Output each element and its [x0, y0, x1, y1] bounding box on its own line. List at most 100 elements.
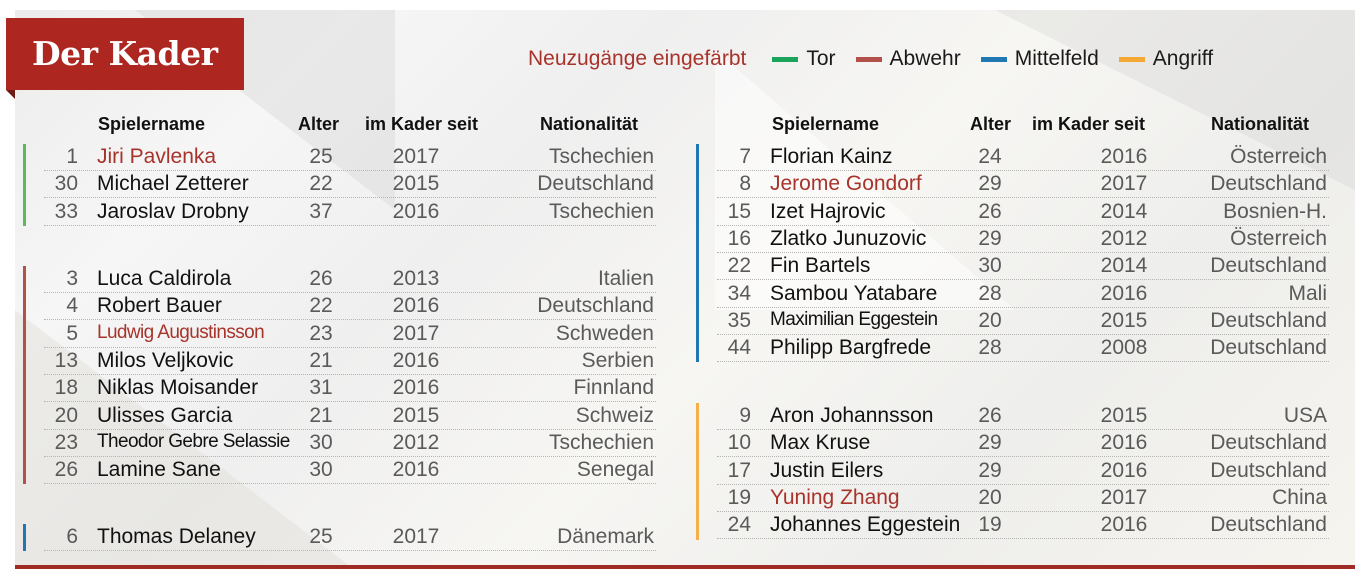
player-row: 3 Luca Caldirola 26 2013 Italien [44, 266, 656, 293]
player-name: Max Kruse [770, 431, 871, 455]
player-since: 2013 [392, 267, 440, 290]
player-name: Milos Veljkovic [97, 348, 234, 372]
player-since: 2016 [392, 348, 440, 372]
player-nationality: Serbien [581, 348, 654, 372]
player-name: Luca Caldirola [97, 267, 232, 290]
player-row: 22 Fin Bartels 30 2014 Deutschland [717, 253, 1329, 281]
player-row: 30 Michael Zetterer 22 2015 Deutschland [44, 171, 656, 199]
player-name: Johannes Eggestein [770, 513, 961, 537]
player-name: Zlatko Junuzovic [770, 226, 927, 250]
header-age-right: Alter [970, 114, 1012, 134]
player-number: 17 [727, 458, 751, 482]
player-since: 2014 [1100, 199, 1148, 223]
player-name: Justin Eilers [770, 458, 884, 482]
player-row: 20 Ulisses Garcia 21 2015 Schweiz [44, 403, 656, 430]
player-row: 16 Zlatko Junuzovic 29 2012 Österreich [717, 226, 1329, 253]
player-since: 2016 [392, 376, 440, 400]
player-nationality: Deutschland [1210, 254, 1327, 278]
header-since-right: im Kader seit [1032, 114, 1146, 134]
player-nationality: Bosnien-H. [1223, 199, 1327, 223]
player-since: 2016 [392, 458, 440, 482]
player-nationality: Tschechien [548, 145, 654, 168]
legend-label: Angriff [1152, 47, 1214, 70]
legend-note: Neuzugänge eingefärbt [528, 47, 747, 70]
player-name: Robert Bauer [97, 294, 222, 318]
player-since: 2015 [392, 172, 440, 196]
player-age: 19 [978, 513, 1002, 537]
player-age: 25 [309, 145, 333, 168]
player-since: 2016 [392, 294, 440, 318]
player-nationality: Österreich [1230, 226, 1327, 250]
legend-item-angriff: Angriff [1118, 47, 1214, 71]
player-nationality: China [1272, 485, 1327, 509]
player-name: Lamine Sane [97, 458, 221, 482]
player-since: 2017 [1100, 172, 1148, 196]
player-row: 35 Maximilian Eggestein 20 2015 Deutschland [717, 308, 1329, 335]
player-age: 29 [978, 431, 1002, 455]
player-number: 44 [727, 336, 751, 360]
player-nationality: Deutschland [1210, 458, 1327, 482]
player-nationality: Italien [597, 267, 654, 290]
player-since: 2017 [1100, 485, 1148, 509]
player-nationality: Deutschland [1210, 308, 1327, 332]
player-row: 19 Yuning Zhang 20 2017 China [717, 485, 1329, 512]
legend-item-tor: Tor [772, 47, 836, 71]
player-age: 31 [309, 376, 333, 400]
player-nationality: Deutschland [1210, 431, 1327, 455]
player-nationality: Schweiz [575, 403, 654, 427]
player-age: 21 [309, 348, 333, 372]
player-number: 26 [54, 458, 78, 482]
player-number: 23 [54, 430, 78, 454]
player-age: 26 [978, 199, 1002, 223]
player-since: 2015 [392, 403, 440, 427]
player-name: Ludwig Augustinsson [97, 321, 265, 343]
player-row: 10 Max Kruse 29 2016 Deutschland [717, 430, 1329, 458]
player-since: 2008 [1100, 336, 1148, 360]
player-row: 8 Jerome Gondorf 29 2017 Deutschland [717, 171, 1329, 199]
player-age: 29 [978, 226, 1002, 250]
player-age: 23 [309, 321, 333, 345]
player-nationality: Senegal [576, 458, 654, 482]
player-number: 22 [727, 254, 751, 278]
player-name: Fin Bartels [770, 254, 871, 278]
page-title: Der Kader [6, 18, 244, 90]
player-since: 2016 [1100, 513, 1148, 537]
player-since: 2017 [392, 145, 440, 168]
player-row: 34 Sambou Yatabare 28 2016 Mali [717, 281, 1329, 308]
player-name: Aron Johannsson [770, 404, 934, 427]
player-name: Jaroslav Drobny [97, 199, 249, 223]
player-number: 5 [66, 321, 78, 345]
player-number: 35 [727, 308, 751, 332]
player-row: 24 Johannes Eggestein 19 2016 Deutschland [717, 512, 1329, 540]
player-age: 25 [309, 525, 333, 548]
player-age: 21 [309, 403, 333, 427]
legend-swatch-tor [772, 56, 799, 62]
player-number: 34 [727, 281, 751, 305]
player-row: 9 Aron Johannsson 26 2015 USA [717, 403, 1329, 430]
player-age: 28 [978, 281, 1002, 305]
header-name-left: Spielername [98, 114, 206, 134]
player-since: 2012 [1100, 226, 1148, 250]
player-row: 18 Niklas Moisander 31 2016 Finnland [44, 375, 656, 403]
player-since: 2017 [392, 525, 440, 548]
player-age: 20 [978, 308, 1002, 332]
player-nationality: Mali [1288, 281, 1327, 305]
player-since: 2014 [1100, 254, 1148, 278]
roster-panel [15, 10, 1355, 566]
player-nationality: Tschechien [548, 199, 654, 223]
player-number: 10 [727, 431, 751, 455]
player-row: 5 Ludwig Augustinsson 23 2017 Schweden [44, 321, 656, 348]
player-number: 7 [739, 145, 751, 168]
player-row: 23 Theodor Gebre Selassie 30 2012 Tschechien [44, 430, 656, 457]
player-nationality: Deutschland [1210, 336, 1327, 360]
player-age: 22 [309, 294, 333, 318]
player-number: 24 [727, 513, 751, 537]
player-nationality: Österreich [1230, 145, 1327, 168]
legend-item-abwehr: Abwehr [855, 47, 961, 71]
player-number: 18 [54, 376, 78, 400]
player-since: 2017 [392, 321, 440, 345]
header-name-right: Spielername [772, 114, 880, 134]
player-age: 37 [309, 199, 333, 223]
player-age: 20 [978, 485, 1002, 509]
player-nationality: Tschechien [548, 430, 654, 454]
